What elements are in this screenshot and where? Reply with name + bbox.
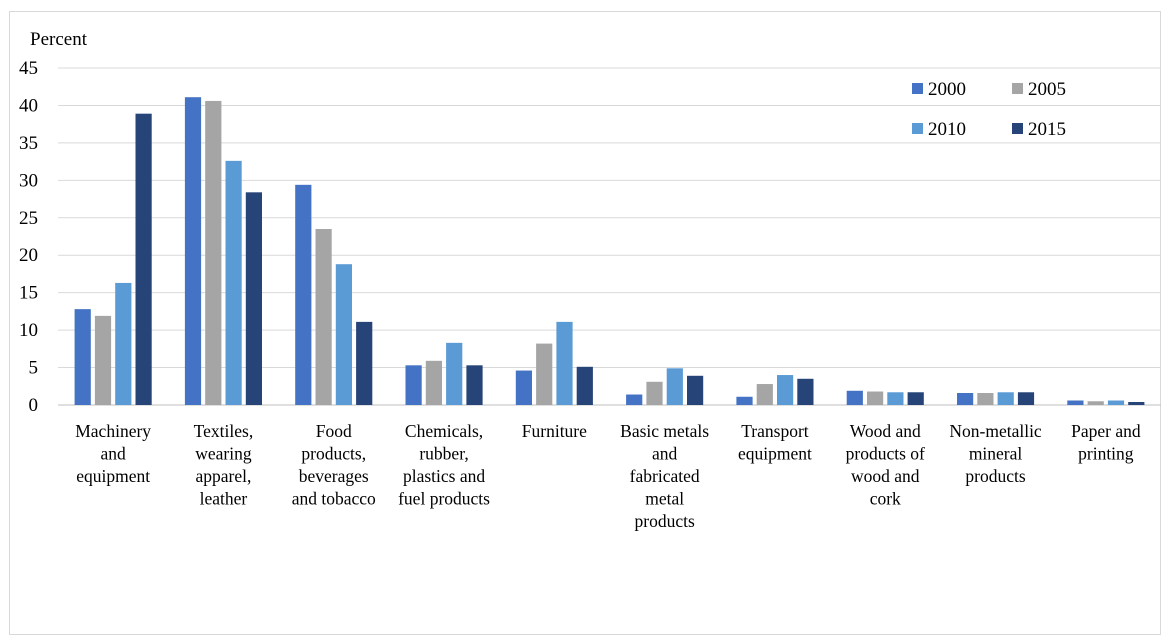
bar-2015 <box>576 366 593 405</box>
bar-2005 <box>1087 401 1104 405</box>
bar-2005 <box>536 343 553 405</box>
y-axis-label: Percent <box>30 29 88 50</box>
category-label: Chemicals, rubber, plastics and fuel produc… <box>398 421 490 509</box>
y-tick-label: 15 <box>19 283 38 304</box>
y-tick-label: 0 <box>29 395 39 416</box>
bar-2005 <box>867 391 884 405</box>
y-tick-label: 40 <box>19 95 38 116</box>
bar-2005 <box>756 384 773 405</box>
legend-swatch-2000 <box>912 83 923 94</box>
bars <box>74 97 1145 405</box>
bar-2010 <box>225 160 242 405</box>
category-label: Machinery and equipment <box>75 421 151 486</box>
legend-label-2000: 2000 <box>928 79 966 100</box>
bar-2010 <box>446 342 463 405</box>
legend-label-2010: 2010 <box>928 119 966 140</box>
category-label: Textiles, wearing apparel, leather <box>194 421 254 509</box>
bar-2015 <box>907 392 924 405</box>
bar-2015 <box>687 375 704 405</box>
category-label: Basic metals and fabricated metal products <box>620 421 709 531</box>
y-tick-label: 20 <box>19 245 38 266</box>
bar-2010 <box>887 392 904 405</box>
x-axis-categories: Machinery and equipment Textiles, wearing app… <box>75 421 1141 531</box>
bar-2005 <box>94 315 112 405</box>
bar-2005 <box>425 360 442 405</box>
gridlines <box>58 67 1161 406</box>
bar-2010 <box>556 321 573 405</box>
category-label: Food products, beverages and tobacco <box>292 421 376 509</box>
bar-2000 <box>74 309 91 405</box>
legend: 2000 2005 2010 2015 <box>912 79 1066 140</box>
category-label: Wood and products of wood and cork <box>846 421 925 509</box>
y-tick-label: 45 <box>19 58 38 79</box>
bar-2000 <box>1067 400 1084 405</box>
bar-2015 <box>245 192 262 405</box>
y-tick-label: 10 <box>19 320 38 341</box>
bar-2005 <box>205 100 222 405</box>
legend-swatch-2010 <box>912 123 923 134</box>
category-label: Furniture <box>522 421 587 441</box>
legend-swatch-2005 <box>1012 83 1023 94</box>
bar-2010 <box>997 392 1014 405</box>
bar-2000 <box>184 97 202 405</box>
bar-2000 <box>295 184 312 405</box>
bar-2000 <box>515 370 532 405</box>
y-axis-ticks: 0 5 10 15 20 25 30 35 40 45 <box>19 58 38 416</box>
bar-2010 <box>335 264 352 405</box>
bar-2015 <box>466 365 483 405</box>
bar-2015 <box>1128 402 1145 405</box>
legend-swatch-2015 <box>1012 123 1023 134</box>
legend-label-2015: 2015 <box>1028 119 1066 140</box>
y-tick-label: 25 <box>19 208 38 229</box>
y-tick-label: 30 <box>19 170 38 191</box>
bar-2015 <box>797 378 814 405</box>
bar-2005 <box>646 381 663 405</box>
bar-2005 <box>977 393 994 405</box>
bar-2000 <box>736 396 753 405</box>
bar-2010 <box>777 375 794 405</box>
category-label: Non-metallic mineral products <box>949 421 1042 486</box>
category-label: Transport equipment <box>738 421 812 464</box>
y-tick-label: 5 <box>29 358 39 379</box>
legend-label-2005: 2005 <box>1028 79 1066 100</box>
bar-2000 <box>405 365 422 405</box>
chart-frame <box>9 11 1161 635</box>
bar-2000 <box>846 390 863 405</box>
bar-2000 <box>626 394 643 405</box>
bar-2010 <box>666 368 683 405</box>
bar-2015 <box>135 113 152 405</box>
bar-2010 <box>1107 400 1125 405</box>
bar-2015 <box>1017 392 1035 405</box>
category-label: Paper and printing <box>1071 421 1141 464</box>
bar-2015 <box>356 321 373 405</box>
bar-2010 <box>115 282 132 405</box>
y-tick-label: 35 <box>19 133 38 154</box>
bar-2000 <box>957 393 974 405</box>
bar-2005 <box>315 229 332 405</box>
